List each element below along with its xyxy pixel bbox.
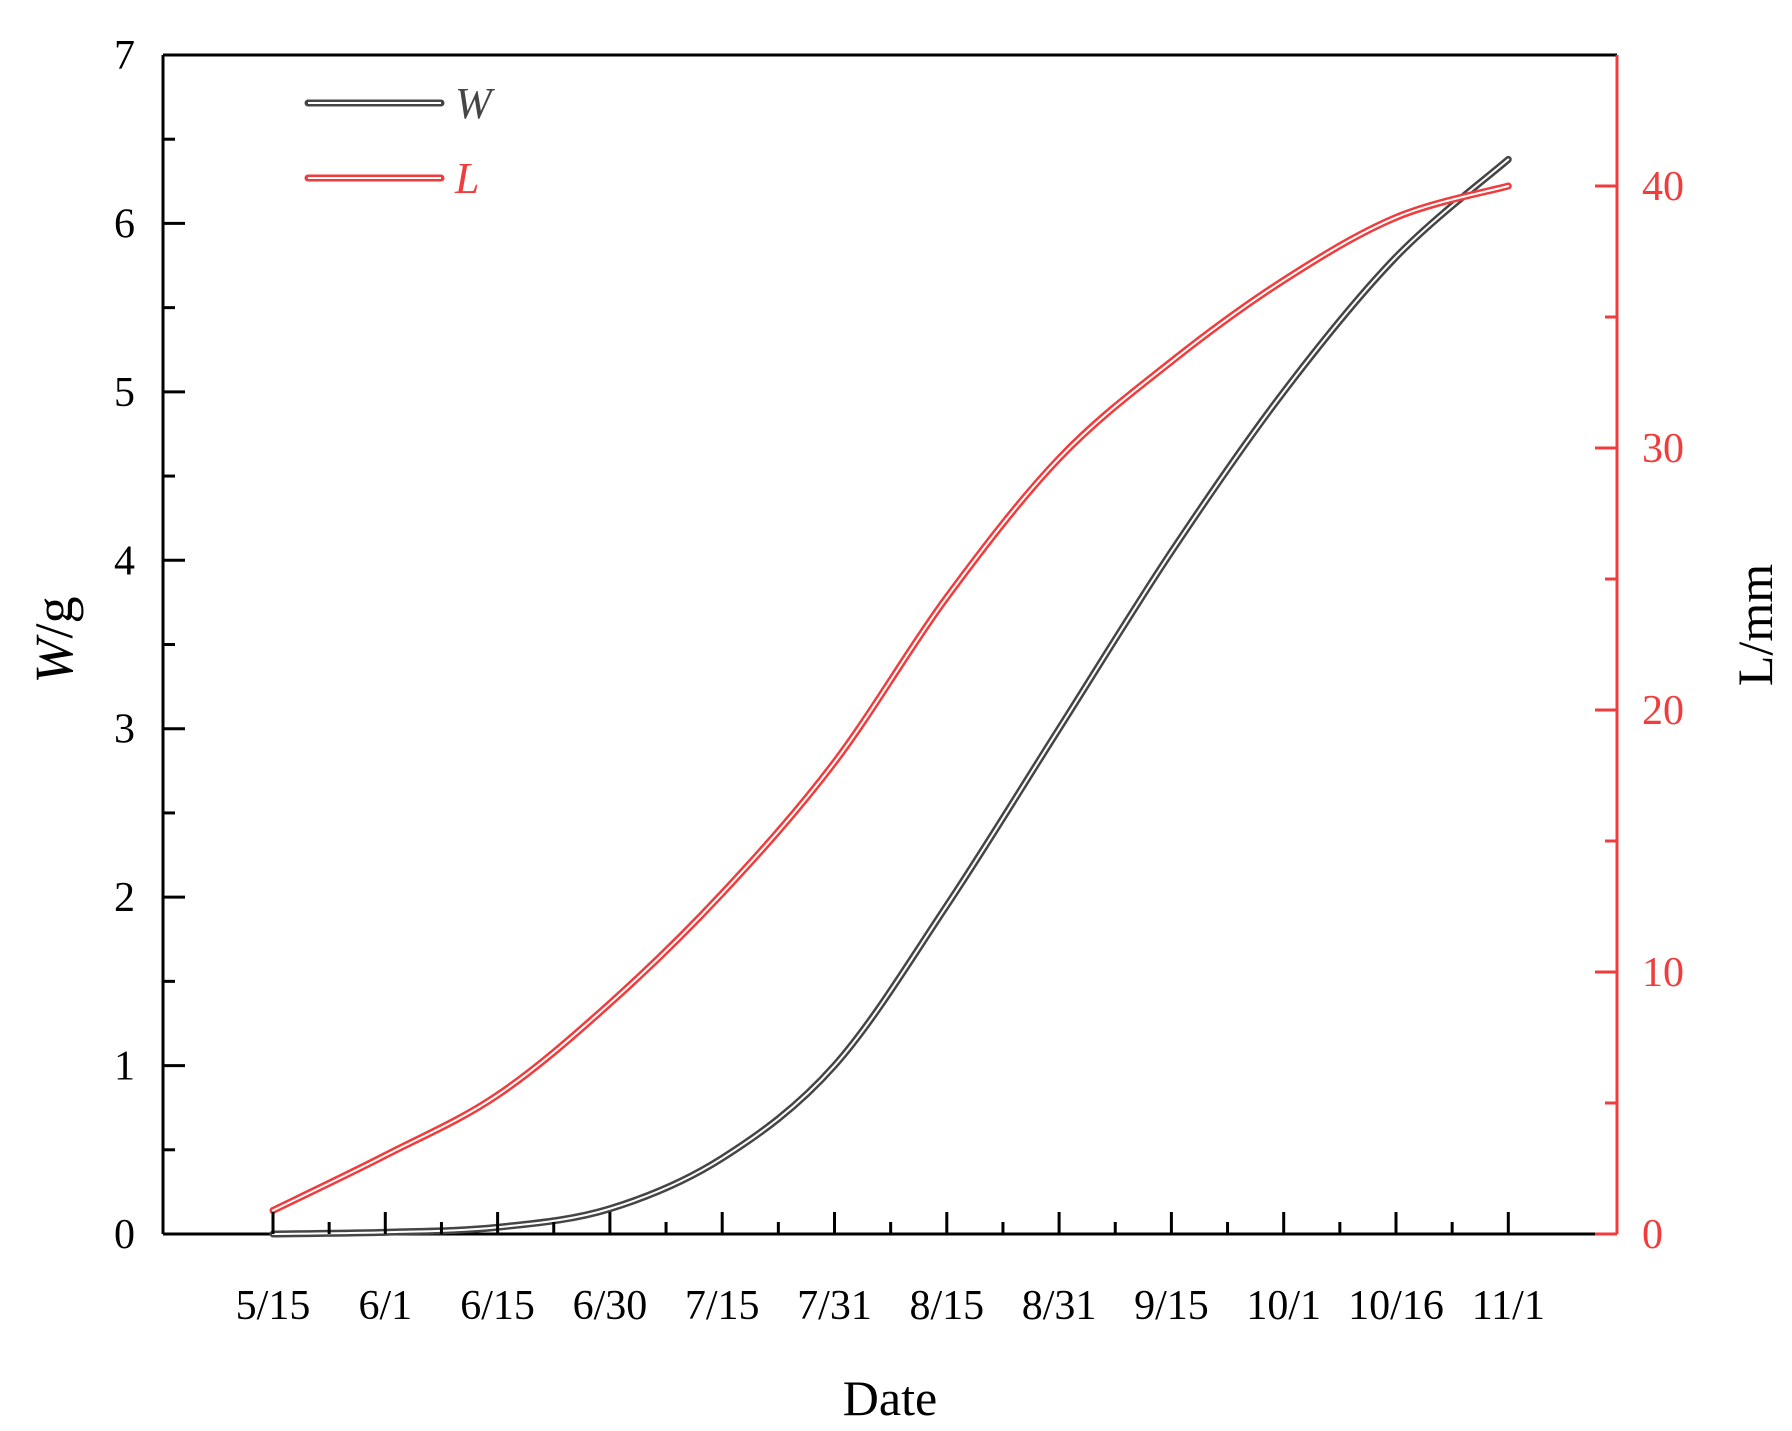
legend: WL bbox=[304, 79, 495, 203]
plot-frame bbox=[161, 53, 1619, 1236]
x-tick-label: 10/16 bbox=[1348, 1283, 1444, 1329]
y-left-tick-label: 6 bbox=[114, 201, 135, 247]
y-left-tick-label: 3 bbox=[114, 707, 135, 753]
x-tick-label: 7/15 bbox=[685, 1283, 760, 1329]
y-left-tick-label: 4 bbox=[114, 538, 135, 584]
y-axis-right: 0 10 20 30 40 bbox=[1595, 164, 1684, 1258]
legend-label: W bbox=[455, 79, 495, 128]
y-left-tick-label: 0 bbox=[114, 1212, 135, 1258]
x-axis: 5/15 6/1 6/15 6/30 7/15 7/31 8/15 8/31 9/15 10/1 1… bbox=[236, 1212, 1545, 1329]
series-line-outer bbox=[269, 155, 1512, 1238]
y-left-tick-label: 7 bbox=[114, 33, 135, 79]
x-tick-label: 9/15 bbox=[1134, 1283, 1209, 1329]
y-right-tick-label: 20 bbox=[1642, 688, 1684, 734]
series-line-inner bbox=[272, 185, 1510, 1212]
y-left-tick-label: 2 bbox=[114, 875, 135, 921]
y-left-tick-label: 5 bbox=[114, 370, 135, 416]
y-axis-left-title-italic: W bbox=[24, 634, 84, 684]
y-axis-left: 0 1 2 3 4 5 6 7 bbox=[114, 33, 185, 1258]
y-axis-left-title: W/g bbox=[24, 597, 84, 684]
series-lines bbox=[269, 155, 1512, 1238]
y-right-tick-label: 40 bbox=[1642, 164, 1684, 210]
legend-label: L bbox=[454, 154, 479, 203]
x-tick-label: 10/1 bbox=[1246, 1283, 1321, 1329]
y-left-tick-label: 1 bbox=[114, 1044, 135, 1090]
x-tick-label: 5/15 bbox=[236, 1283, 311, 1329]
y-right-tick-label: 10 bbox=[1642, 950, 1684, 996]
y-right-tick-label: 30 bbox=[1642, 426, 1684, 472]
series-line-inner bbox=[272, 158, 1510, 1235]
series-W bbox=[269, 155, 1512, 1238]
x-tick-label: 6/15 bbox=[460, 1283, 535, 1329]
x-axis-title: Date bbox=[843, 1370, 937, 1426]
x-tick-label: 7/31 bbox=[797, 1283, 872, 1329]
y-axis-right-title: L/mm bbox=[1727, 564, 1783, 686]
x-tick-label: 11/1 bbox=[1472, 1283, 1545, 1329]
legend-item-L: L bbox=[304, 154, 479, 203]
x-tick-label: 6/1 bbox=[358, 1283, 412, 1329]
x-tick-label: 6/30 bbox=[573, 1283, 648, 1329]
legend-item-W: W bbox=[304, 79, 495, 128]
y-axis-left-title-unit: /g bbox=[24, 597, 84, 639]
y-right-tick-label: 0 bbox=[1642, 1212, 1663, 1258]
x-tick-label: 8/31 bbox=[1022, 1283, 1097, 1329]
x-tick-label: 8/15 bbox=[909, 1283, 984, 1329]
series-L bbox=[269, 182, 1512, 1214]
